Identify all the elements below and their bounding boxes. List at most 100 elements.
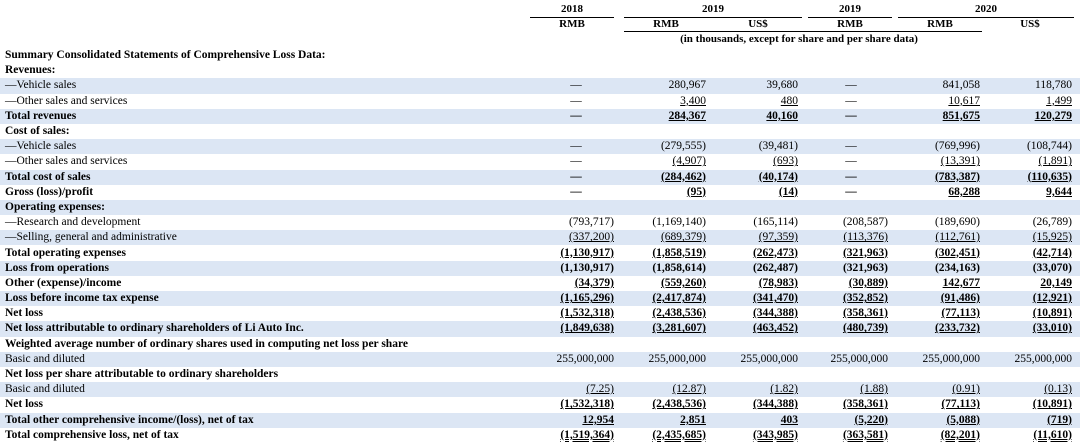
row-label: Revenues: bbox=[5, 64, 56, 77]
cell-value: (40,174) bbox=[714, 169, 806, 185]
year-header-2020: 2020 bbox=[975, 3, 997, 15]
table-row: Total cost of sales — (284,462) (40,174) — (7… bbox=[0, 169, 1080, 185]
financial-table: Summary Consolidated Statements of Compr… bbox=[0, 48, 1080, 443]
divider bbox=[624, 17, 802, 18]
cell-value: 120,279 bbox=[988, 108, 1080, 124]
cell-value: (3,281,607) bbox=[622, 321, 714, 337]
cell-value: 255,000,000 bbox=[714, 351, 806, 367]
cell-value bbox=[896, 199, 988, 216]
cell-value: — bbox=[530, 78, 622, 94]
currency-header-rmb: RMB bbox=[927, 18, 953, 30]
row-label: Operating expenses: bbox=[0, 199, 530, 216]
cell-value: 142,677 bbox=[942, 276, 980, 289]
cell-value: 255,000,000 bbox=[622, 351, 714, 367]
cell-value: (1,891) bbox=[1038, 155, 1072, 168]
year-header-2019-interim: 2019 bbox=[839, 3, 861, 15]
cell-value bbox=[806, 48, 896, 63]
table-row: Net loss (1,532,318) (2,438,536) (344,388) (… bbox=[0, 397, 1080, 412]
row-label: Basic and diluted bbox=[0, 382, 530, 398]
cell-value: (2,417,874) bbox=[622, 291, 714, 307]
cell-value: (337,200) bbox=[530, 230, 622, 246]
cell-value bbox=[896, 124, 988, 139]
cell-value bbox=[988, 48, 1080, 63]
table-row: Net loss (1,532,318) (2,438,536) (344,388) (… bbox=[0, 306, 1080, 321]
units-note: (in thousands, except for share and per … bbox=[680, 33, 918, 45]
cell-value: (1,165,296) bbox=[530, 291, 622, 307]
cell-value bbox=[714, 337, 806, 352]
row-label: —Selling, general and administrative bbox=[0, 230, 530, 246]
cell-value: (77,113) bbox=[941, 398, 980, 411]
cell-value: 255,000,000 bbox=[988, 351, 1080, 367]
cell-value: 403 bbox=[714, 412, 806, 428]
cell-value: — bbox=[845, 185, 857, 198]
table-row: Net loss per share attributable to ordin… bbox=[0, 367, 1080, 382]
cell-value: (1,858,614) bbox=[622, 260, 714, 276]
cell-value: 68,288 bbox=[948, 185, 980, 198]
table-row: Weighted average number of ordinary shar… bbox=[0, 337, 1080, 352]
cell-value: (279,555) bbox=[622, 139, 714, 155]
cell-value: (321,963) bbox=[842, 246, 888, 259]
cell-value: 20,149 bbox=[1040, 276, 1072, 289]
column-header: 2018 RMB 2019 RMB US$ 2019 RMB 2020 RMB … bbox=[0, 0, 1080, 48]
cell-value bbox=[806, 367, 896, 382]
divider bbox=[530, 17, 614, 18]
table-row: Total comprehensive loss, net of tax (1,5… bbox=[0, 428, 1080, 443]
row-label: Weighted average number of ordinary shar… bbox=[5, 337, 408, 350]
cell-value: 10,617 bbox=[948, 94, 980, 107]
cell-value: (26,789) bbox=[1032, 216, 1072, 229]
cell-value: 40,160 bbox=[714, 108, 806, 124]
cell-value: (1,130,917) bbox=[560, 246, 614, 259]
cell-value bbox=[530, 48, 622, 63]
year-header-2019: 2019 bbox=[702, 3, 724, 15]
cell-value: — bbox=[570, 155, 582, 168]
table-row: Total revenues —284,367 40,160—851,675 120,… bbox=[0, 108, 1080, 124]
cell-value: (352,852) bbox=[806, 291, 896, 307]
table-row: Summary Consolidated Statements of Compr… bbox=[0, 48, 1080, 63]
table-row: —Selling, general and administrative (337… bbox=[0, 230, 1080, 246]
cell-value: (321,963) bbox=[806, 260, 896, 276]
cell-value: 39,680 bbox=[714, 78, 806, 94]
cell-value: (769,996) bbox=[896, 139, 988, 155]
cell-value bbox=[896, 48, 988, 63]
row-label: —Vehicle sales bbox=[0, 139, 530, 155]
cell-value: — bbox=[806, 108, 896, 124]
cell-value: (344,388) bbox=[752, 307, 798, 320]
cell-value bbox=[988, 199, 1080, 216]
currency-header-rmb: RMB bbox=[559, 18, 585, 30]
cell-value: 851,675 bbox=[896, 108, 988, 124]
cell-value bbox=[896, 337, 988, 352]
cell-value: (693) bbox=[773, 155, 798, 168]
table-row: —Vehicle sales — (279,555) (39,481) — (769,99… bbox=[0, 139, 1080, 155]
cell-value: (112,761) bbox=[896, 230, 988, 246]
cell-value bbox=[622, 337, 714, 352]
cell-value: (559,260) bbox=[660, 276, 706, 289]
cell-value: (358,361) bbox=[842, 398, 888, 411]
cell-value: (189,690) bbox=[934, 216, 980, 229]
table-row: —Research and development (793,717) (1,169… bbox=[0, 215, 1080, 230]
cell-value bbox=[714, 48, 806, 63]
cell-value: (10,891) bbox=[1032, 307, 1072, 320]
cell-value bbox=[622, 199, 714, 216]
cell-value bbox=[714, 199, 806, 216]
divider bbox=[898, 17, 1074, 18]
currency-header-rmb: RMB bbox=[837, 18, 863, 30]
row-label: Total cost of sales bbox=[0, 169, 530, 185]
row-label: Net loss bbox=[5, 398, 44, 411]
cell-value: (1,169,140) bbox=[652, 216, 706, 229]
cell-value: (165,114) bbox=[753, 216, 798, 229]
cell-value: — bbox=[570, 94, 582, 107]
table-row: —Vehicle sales —280,967 39,680—841,058 118,… bbox=[0, 78, 1080, 94]
cell-value: (793,717) bbox=[568, 216, 614, 229]
table-row: Cost of sales: bbox=[0, 124, 1080, 139]
cell-value: — bbox=[845, 94, 857, 107]
row-label: Basic and diluted bbox=[0, 351, 530, 367]
cell-value: — bbox=[530, 139, 622, 155]
cell-value: (463,452) bbox=[714, 321, 806, 337]
row-label: Cost of sales: bbox=[5, 125, 70, 138]
table-row: Total operating expenses (1,130,917) (1,85… bbox=[0, 245, 1080, 260]
table-row: Basic and diluted 255,000,000 255,000,000 2… bbox=[0, 351, 1080, 367]
cell-value: (30,889) bbox=[848, 276, 888, 289]
cell-value: (363,581) bbox=[842, 428, 888, 441]
cell-value: (0.91) bbox=[896, 382, 988, 398]
cell-value bbox=[530, 337, 622, 352]
